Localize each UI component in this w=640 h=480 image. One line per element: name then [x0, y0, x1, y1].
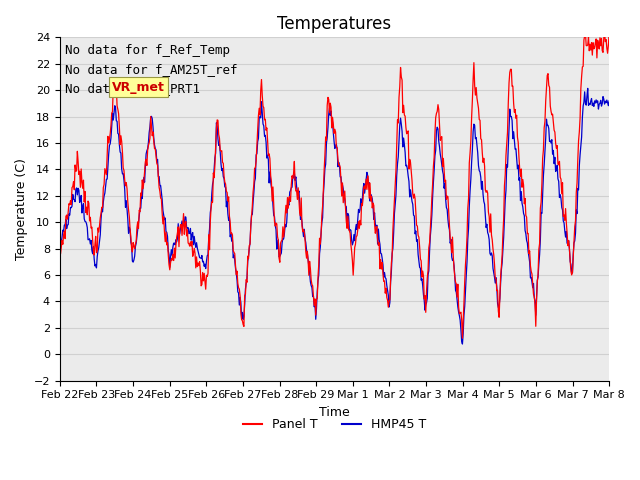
Text: No data for f_Ref_Temp: No data for f_Ref_Temp [65, 44, 230, 57]
Panel T [601, 29, 609, 35]
Text: No data for f_PRT1: No data for f_PRT1 [65, 82, 200, 95]
HMP45 T [56, 247, 63, 253]
HMP45 T [401, 149, 409, 155]
Panel T [207, 205, 215, 211]
Line: Panel T: Panel T [60, 32, 609, 338]
HMP45 T [122, 198, 130, 204]
Text: No data for f_AM25T_ref: No data for f_AM25T_ref [65, 63, 238, 76]
Panel T [122, 180, 130, 186]
Panel T [605, 31, 613, 36]
Legend: Panel T, HMP45 T: Panel T, HMP45 T [238, 413, 431, 436]
Text: VR_met: VR_met [112, 81, 165, 94]
Panel T [417, 258, 425, 264]
Panel T [66, 202, 74, 208]
HMP45 T [417, 277, 425, 283]
Line: HMP45 T: HMP45 T [60, 88, 609, 344]
HMP45 T [459, 341, 467, 347]
X-axis label: Time: Time [319, 406, 350, 419]
Title: Temperatures: Temperatures [277, 15, 392, 33]
Panel T [459, 335, 467, 341]
Panel T [401, 113, 409, 119]
HMP45 T [66, 212, 74, 218]
Panel T [178, 232, 186, 238]
Panel T [56, 240, 63, 246]
HMP45 T [178, 218, 186, 224]
Y-axis label: Temperature (C): Temperature (C) [15, 158, 28, 260]
HMP45 T [207, 204, 215, 210]
HMP45 T [584, 85, 591, 91]
HMP45 T [605, 98, 613, 104]
